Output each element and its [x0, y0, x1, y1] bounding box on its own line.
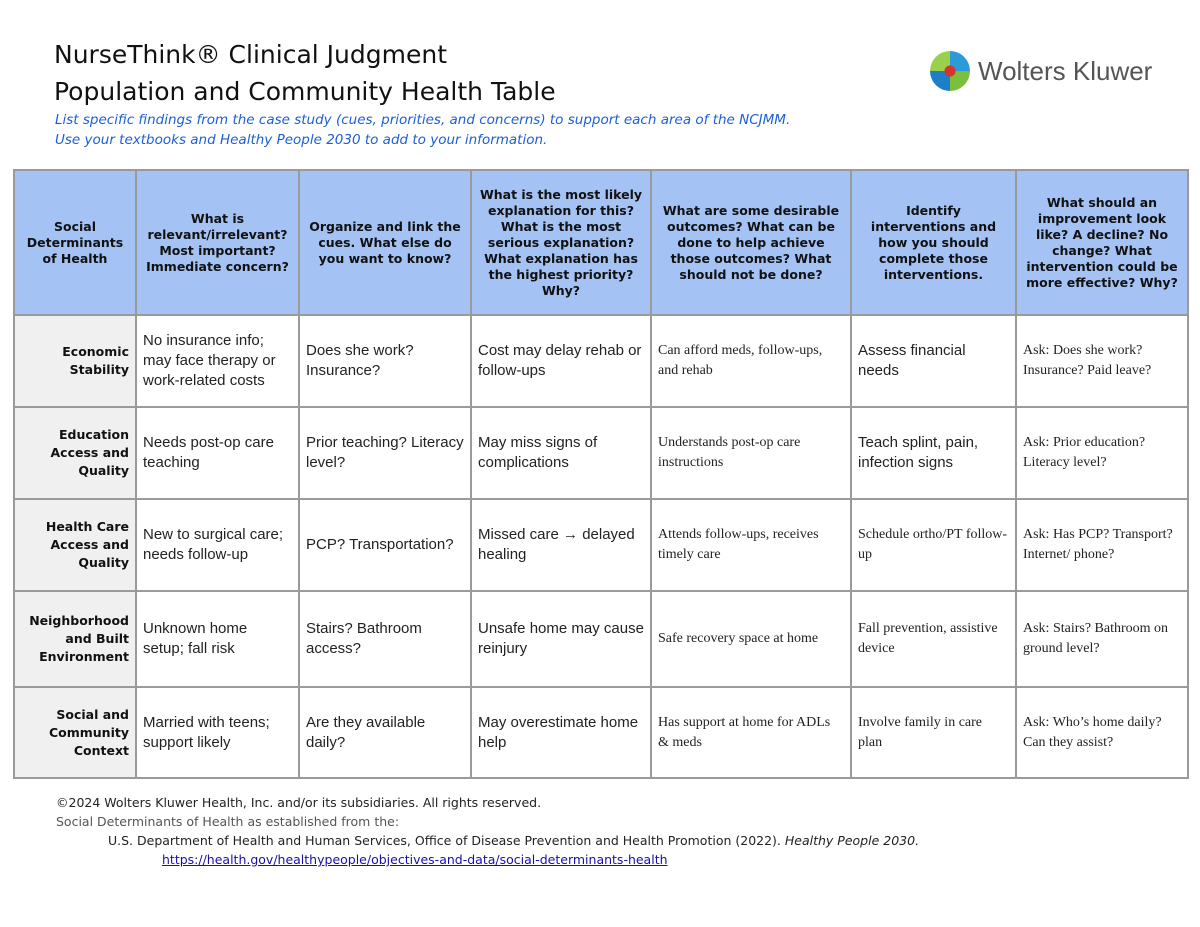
table-cell[interactable]: Safe recovery space at home — [650, 590, 852, 688]
citation-title: Healthy People 2030. — [784, 833, 920, 848]
table-cell[interactable]: Assess financial needs — [850, 314, 1017, 408]
column-header: Identify interventions and how you shoul… — [850, 169, 1017, 316]
table-cell[interactable]: Ask: Who’s home daily? Can they assist? — [1015, 686, 1189, 779]
instructions: List specific findings from the case stu… — [55, 110, 790, 150]
table-cell[interactable]: Prior teaching? Literacy level? — [298, 406, 472, 500]
table-cell[interactable]: Fall prevention, assistive device — [850, 590, 1017, 688]
table-cell[interactable]: Does she work? Insurance? — [298, 314, 472, 408]
row-header: Neighborhood and Built Environment — [13, 590, 137, 688]
footer: ©2024 Wolters Kluwer Health, Inc. and/or… — [56, 793, 919, 869]
table-cell[interactable]: Unsafe home may cause reinjury — [470, 590, 652, 688]
table-cell[interactable]: Involve family in care plan — [850, 686, 1017, 779]
table-cell[interactable]: Schedule ortho/PT follow-up — [850, 498, 1017, 592]
table-cell[interactable]: Needs post-op care teaching — [135, 406, 300, 500]
table-row: Economic Stability No insurance info; may… — [13, 314, 1189, 408]
table-cell[interactable]: Married with teens; support likely — [135, 686, 300, 779]
table-cell[interactable]: May miss signs of complications — [470, 406, 652, 500]
globe-logo-icon — [930, 51, 970, 91]
health-table: Social Determinants of Health What is rel… — [13, 169, 1189, 779]
source-link[interactable]: https://health.gov/healthypeople/objecti… — [162, 852, 668, 867]
instructions-line-2: Use your textbooks and Healthy People 20… — [55, 132, 548, 148]
row-header: Education Access and Quality — [13, 406, 137, 500]
table-cell[interactable]: PCP? Transportation? — [298, 498, 472, 592]
column-header: Organize and link the cues. What else do… — [298, 169, 472, 316]
column-header: What is the most likely explanation for … — [470, 169, 652, 316]
column-header: What are some desirable outcomes? What c… — [650, 169, 852, 316]
table-cell[interactable]: Missed care → delayed healing — [470, 498, 652, 592]
row-header: Health Care Access and Quality — [13, 498, 137, 592]
row-header: Social and Community Context — [13, 686, 137, 779]
citation-text: U.S. Department of Health and Human Serv… — [108, 833, 781, 848]
table-cell[interactable]: Understands post-op care instructions — [650, 406, 852, 500]
table-cell[interactable]: No insurance info; may face therapy or w… — [135, 314, 300, 408]
table-cell[interactable]: Attends follow-ups, receives timely care — [650, 498, 852, 592]
table-cell[interactable]: Stairs? Bathroom access? — [298, 590, 472, 688]
table-cell[interactable]: Ask: Has PCP? Transport? Internet/ phone… — [1015, 498, 1189, 592]
title-line-1: NurseThink® Clinical Judgment — [54, 40, 447, 69]
table-row: Social and Community Context Married with… — [13, 686, 1189, 779]
column-header: Social Determinants of Health — [13, 169, 137, 316]
table-cell[interactable]: Teach splint, pain, infection signs — [850, 406, 1017, 500]
table-cell[interactable]: Cost may delay rehab or follow-ups — [470, 314, 652, 408]
header-row: Social Determinants of Health What is rel… — [13, 169, 1189, 316]
copyright: ©2024 Wolters Kluwer Health, Inc. and/or… — [56, 795, 542, 810]
row-header: Economic Stability — [13, 314, 137, 408]
table-row: Education Access and Quality Needs post-o… — [13, 406, 1189, 500]
table-cell[interactable]: Ask: Stairs? Bathroom on ground level? — [1015, 590, 1189, 688]
title-line-2: Population and Community Health Table — [54, 77, 556, 106]
wolters-kluwer-logo: Wolters Kluwer — [930, 51, 1152, 91]
table-row: Neighborhood and Built Environment Unknow… — [13, 590, 1189, 688]
table-cell[interactable]: Unknown home setup; fall risk — [135, 590, 300, 688]
table-cell[interactable]: Ask: Prior education? Literacy level? — [1015, 406, 1189, 500]
table-cell[interactable]: Are they available daily? — [298, 686, 472, 779]
table-row: Health Care Access and Quality New to sur… — [13, 498, 1189, 592]
column-header: What should an improvement look like? A … — [1015, 169, 1189, 316]
source-intro: Social Determinants of Health as establi… — [56, 814, 400, 829]
page-title: NurseThink® Clinical Judgment Population… — [54, 36, 556, 110]
table-cell[interactable]: Can afford meds, follow-ups, and rehab — [650, 314, 852, 408]
column-header: What is relevant/irrelevant? Most import… — [135, 169, 300, 316]
logo-text: Wolters Kluwer — [978, 55, 1153, 86]
table-cell[interactable]: Ask: Does she work? Insurance? Paid leav… — [1015, 314, 1189, 408]
table-cell[interactable]: Has support at home for ADLs & meds — [650, 686, 852, 779]
table-cell[interactable]: New to surgical care; needs follow-up — [135, 498, 300, 592]
instructions-line-1: List specific findings from the case stu… — [55, 112, 791, 128]
table-cell[interactable]: May overestimate home help — [470, 686, 652, 779]
citation: U.S. Department of Health and Human Serv… — [56, 831, 919, 850]
